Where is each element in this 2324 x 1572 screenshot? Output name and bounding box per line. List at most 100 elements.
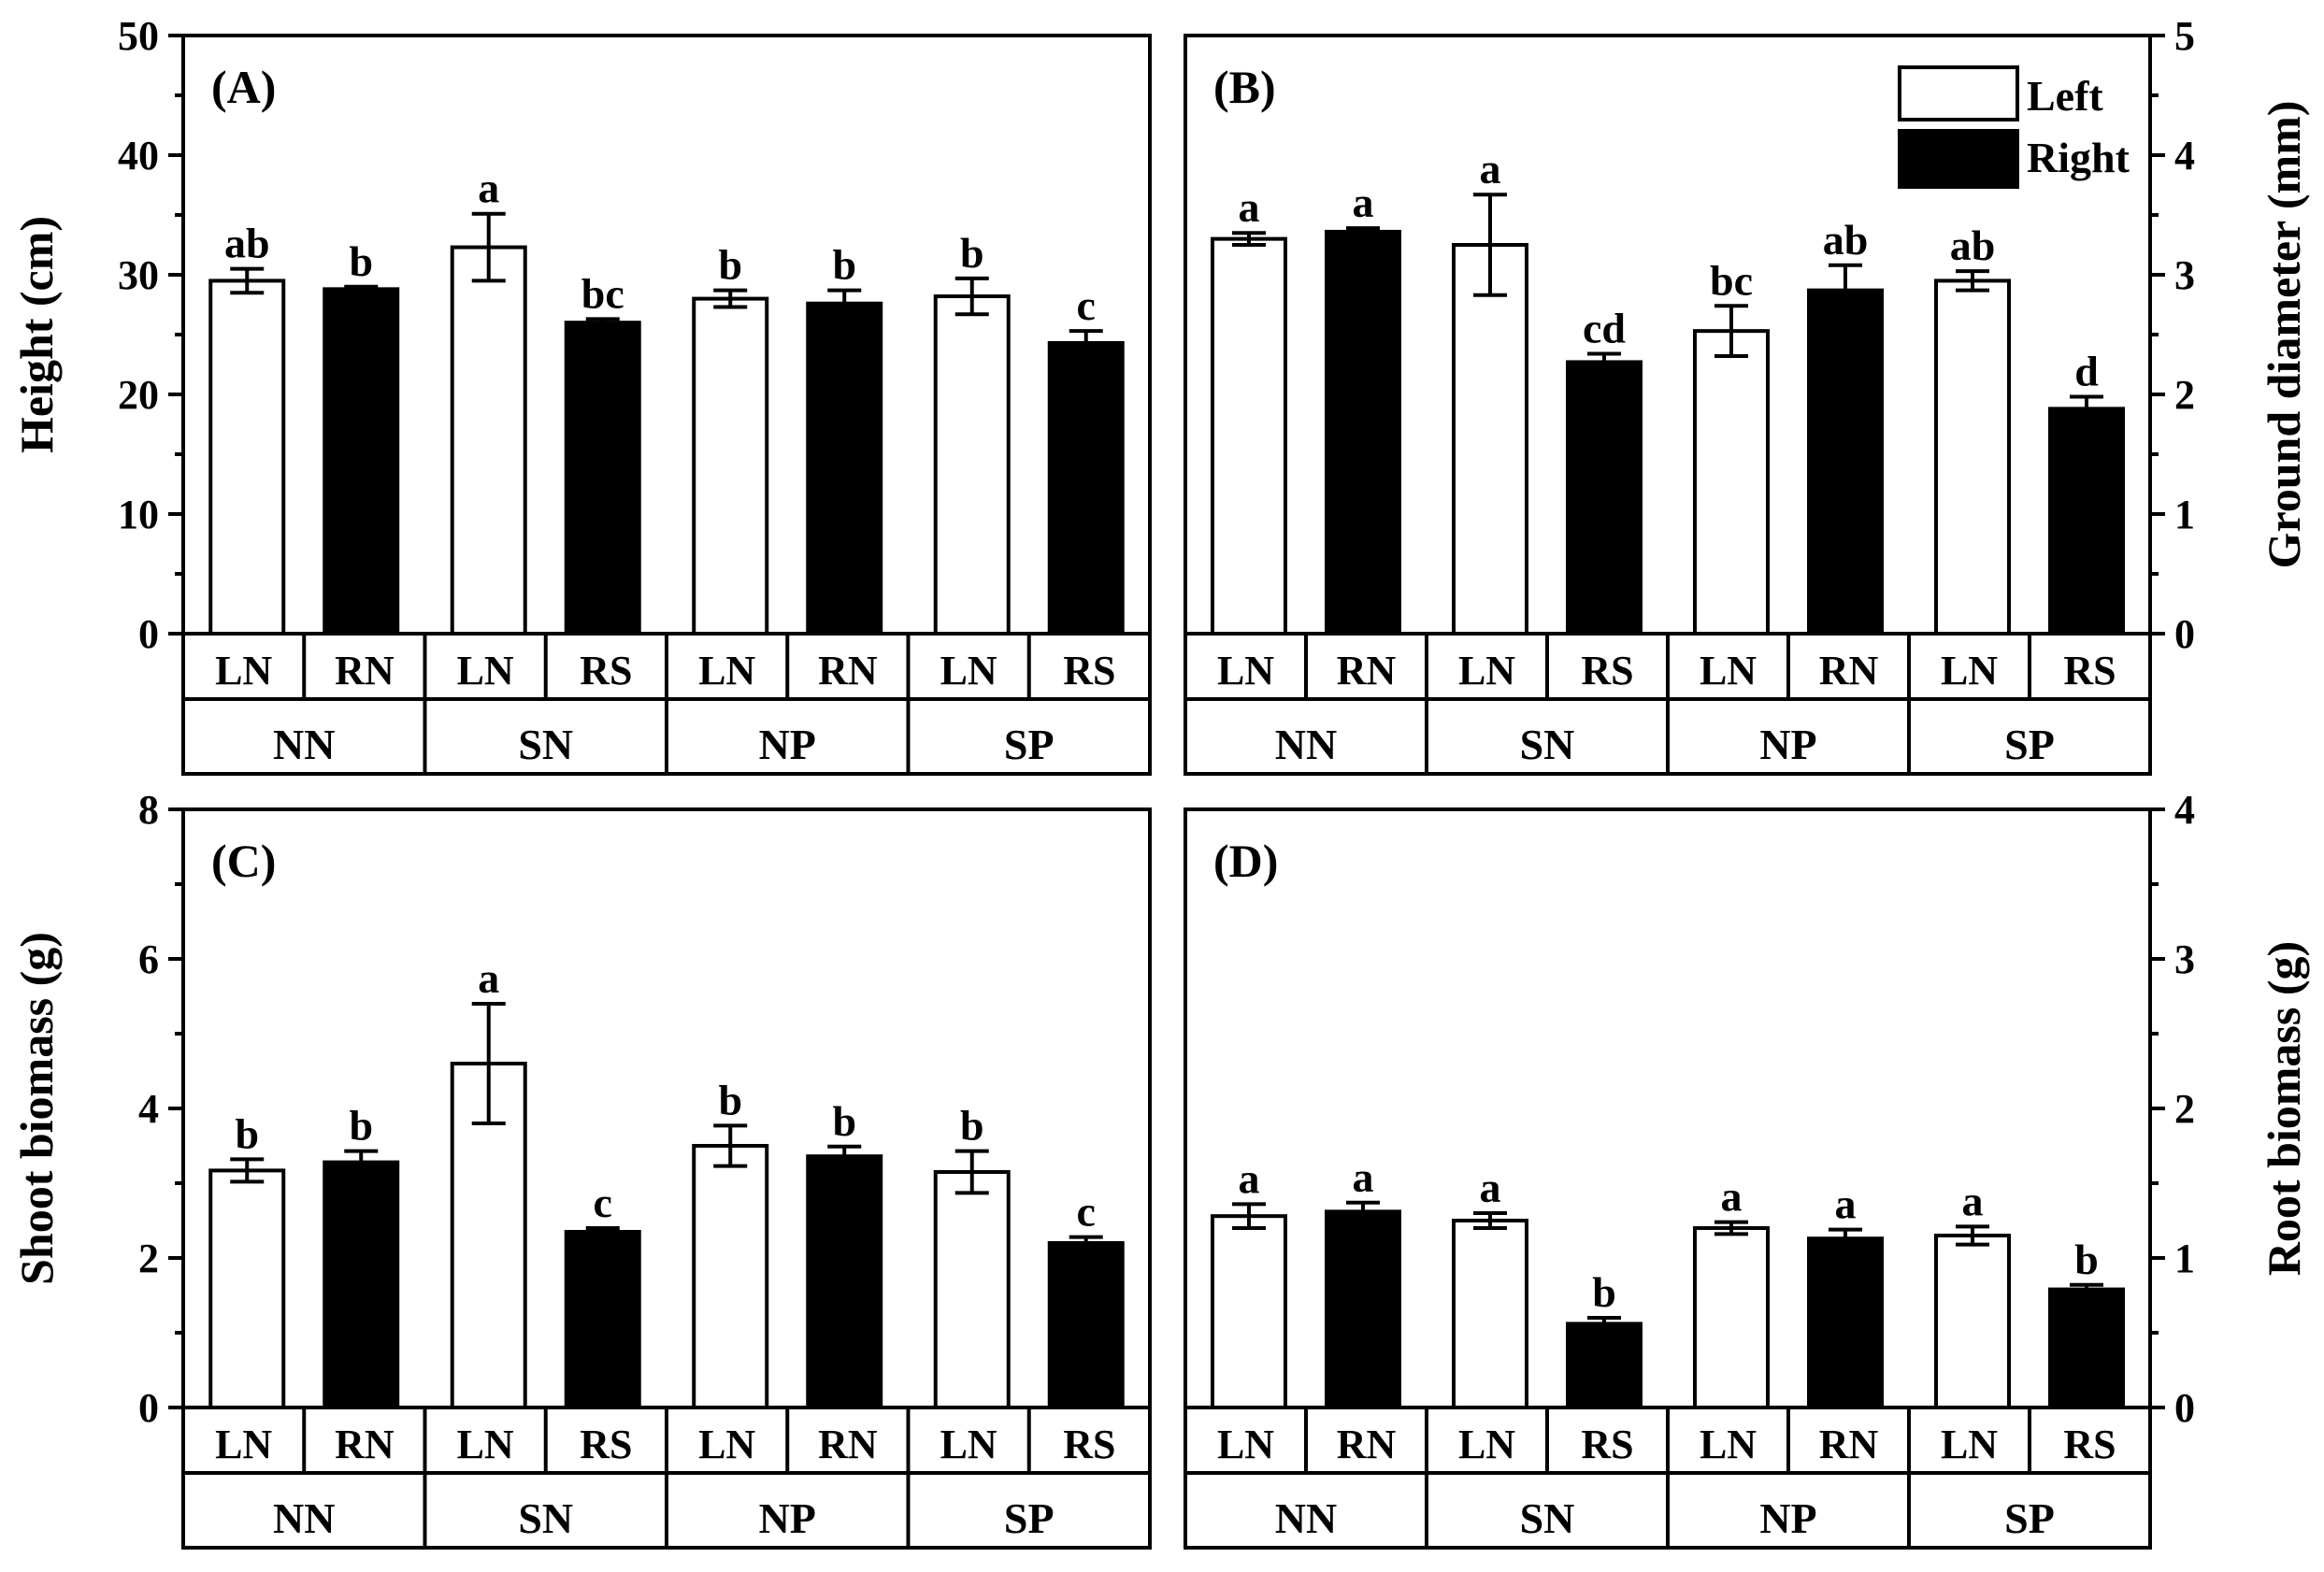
bar-c-0 xyxy=(208,1168,286,1410)
bar-b-3 xyxy=(1566,360,1643,636)
y-tick-label: 0 xyxy=(138,611,159,657)
category-label: RS xyxy=(1063,648,1115,693)
significance-letter: a xyxy=(1480,1164,1501,1211)
category-label: LN xyxy=(215,1422,272,1467)
significance-letter: b xyxy=(349,237,373,285)
bar-d-7 xyxy=(2048,1287,2125,1409)
bar-a-0 xyxy=(208,279,286,636)
category-label: RN xyxy=(1819,1422,1879,1467)
bar-a-3 xyxy=(564,321,641,636)
category-label: RN xyxy=(818,1422,878,1467)
y-tick-label: 0 xyxy=(2174,1385,2195,1431)
y-tick-label: 1 xyxy=(2174,492,2195,537)
bar-c-6 xyxy=(933,1170,1011,1409)
y-tick-label: 0 xyxy=(138,1385,159,1431)
category-label: LN xyxy=(1700,1422,1757,1467)
significance-letter: b xyxy=(960,1102,984,1150)
bar-b-0 xyxy=(1211,236,1287,636)
significance-letter: a xyxy=(1721,1173,1743,1221)
category-label: LN xyxy=(215,648,272,693)
bar-b-5 xyxy=(1807,288,1884,636)
significance-letter: a xyxy=(1239,1154,1260,1202)
bar-c-4 xyxy=(692,1144,769,1409)
category-label: RS xyxy=(2063,648,2116,693)
category-label: LN xyxy=(1941,1422,1998,1467)
category-label: RN xyxy=(335,648,395,693)
category-label: RS xyxy=(2063,1422,2116,1467)
bar-a-4 xyxy=(692,296,769,636)
group-label: SN xyxy=(518,721,573,768)
bar-a-5 xyxy=(806,301,883,636)
y-tick-label: 4 xyxy=(2174,787,2195,833)
category-label: RS xyxy=(1063,1422,1115,1467)
category-label: LN xyxy=(698,648,755,693)
bar-b-6 xyxy=(1934,279,2011,636)
significance-letter: a xyxy=(1353,179,1374,226)
bar-c-1 xyxy=(323,1160,400,1409)
group-label: SN xyxy=(1520,1494,1575,1542)
group-label: NN xyxy=(1275,1494,1337,1542)
y-tick-label: 2 xyxy=(2174,372,2195,418)
significance-letter: b xyxy=(1592,1268,1616,1316)
significance-letter: b xyxy=(235,1109,259,1157)
bar-b-7 xyxy=(2048,407,2125,636)
y-tick-label: 2 xyxy=(138,1236,159,1281)
significance-letter: ab xyxy=(224,220,270,267)
legend-swatch-left xyxy=(1898,65,2019,121)
legend-swatch-right xyxy=(1898,129,2019,189)
significance-letter: a xyxy=(1835,1180,1857,1228)
y-axis-title: Height (cm) xyxy=(10,216,63,453)
significance-letter: a xyxy=(1239,183,1260,231)
y-tick-label: 40 xyxy=(118,133,159,179)
y-tick-label: 50 xyxy=(118,13,159,59)
significance-letter: c xyxy=(1077,1188,1096,1236)
group-label: SP xyxy=(2004,721,2055,768)
significance-letter: bc xyxy=(1710,256,1753,304)
significance-letter: b xyxy=(718,241,742,289)
significance-letter: a xyxy=(478,164,499,212)
significance-letter: b xyxy=(832,1097,856,1145)
y-axis-title: Root biomass (g) xyxy=(2258,941,2310,1276)
panel-label: (B) xyxy=(1213,61,1276,113)
category-label: RN xyxy=(818,648,878,693)
group-label: NP xyxy=(759,1494,816,1542)
significance-letter: ab xyxy=(1823,216,1869,264)
bar-d-1 xyxy=(1325,1209,1401,1410)
category-label: LN xyxy=(457,1422,514,1467)
bar-d-4 xyxy=(1693,1226,1770,1409)
category-label: LN xyxy=(1458,648,1515,693)
bar-d-6 xyxy=(1934,1234,2011,1409)
y-tick-label: 20 xyxy=(118,372,159,418)
bar-c-7 xyxy=(1047,1241,1125,1409)
y-tick-label: 4 xyxy=(138,1086,159,1132)
significance-letter: b xyxy=(718,1076,742,1123)
bar-c-3 xyxy=(564,1230,641,1409)
category-label: LN xyxy=(457,648,514,693)
bar-a-7 xyxy=(1047,340,1125,636)
group-label: SN xyxy=(1520,721,1575,768)
category-label: RS xyxy=(580,648,632,693)
group-label: SN xyxy=(518,1494,573,1542)
bar-b-4 xyxy=(1693,329,1770,636)
bar-b-2 xyxy=(1452,243,1528,636)
significance-letter: d xyxy=(2074,348,2099,395)
significance-letter: b xyxy=(2074,1236,2099,1283)
y-tick-label: 4 xyxy=(2174,133,2195,179)
bar-a-1 xyxy=(323,287,400,636)
significance-letter: b xyxy=(349,1102,373,1150)
bar-a-2 xyxy=(450,245,527,636)
y-tick-label: 6 xyxy=(138,936,159,982)
group-label: NN xyxy=(1275,721,1337,768)
group-label: NP xyxy=(1759,1494,1816,1542)
panel-b: 0 1 2 3 4 5 Ground diameter (mm) (B) NN a LN a RN SN a… xyxy=(1184,13,2310,776)
group-label: SP xyxy=(1004,721,1054,768)
y-tick-label: 8 xyxy=(138,787,159,833)
category-label: RN xyxy=(1819,648,1879,693)
group-label: SP xyxy=(2004,1494,2055,1542)
legend-label-left: Left xyxy=(2027,72,2103,120)
category-label: LN xyxy=(1217,648,1274,693)
panel-label: (C) xyxy=(211,835,276,887)
y-tick-label: 10 xyxy=(118,492,159,537)
